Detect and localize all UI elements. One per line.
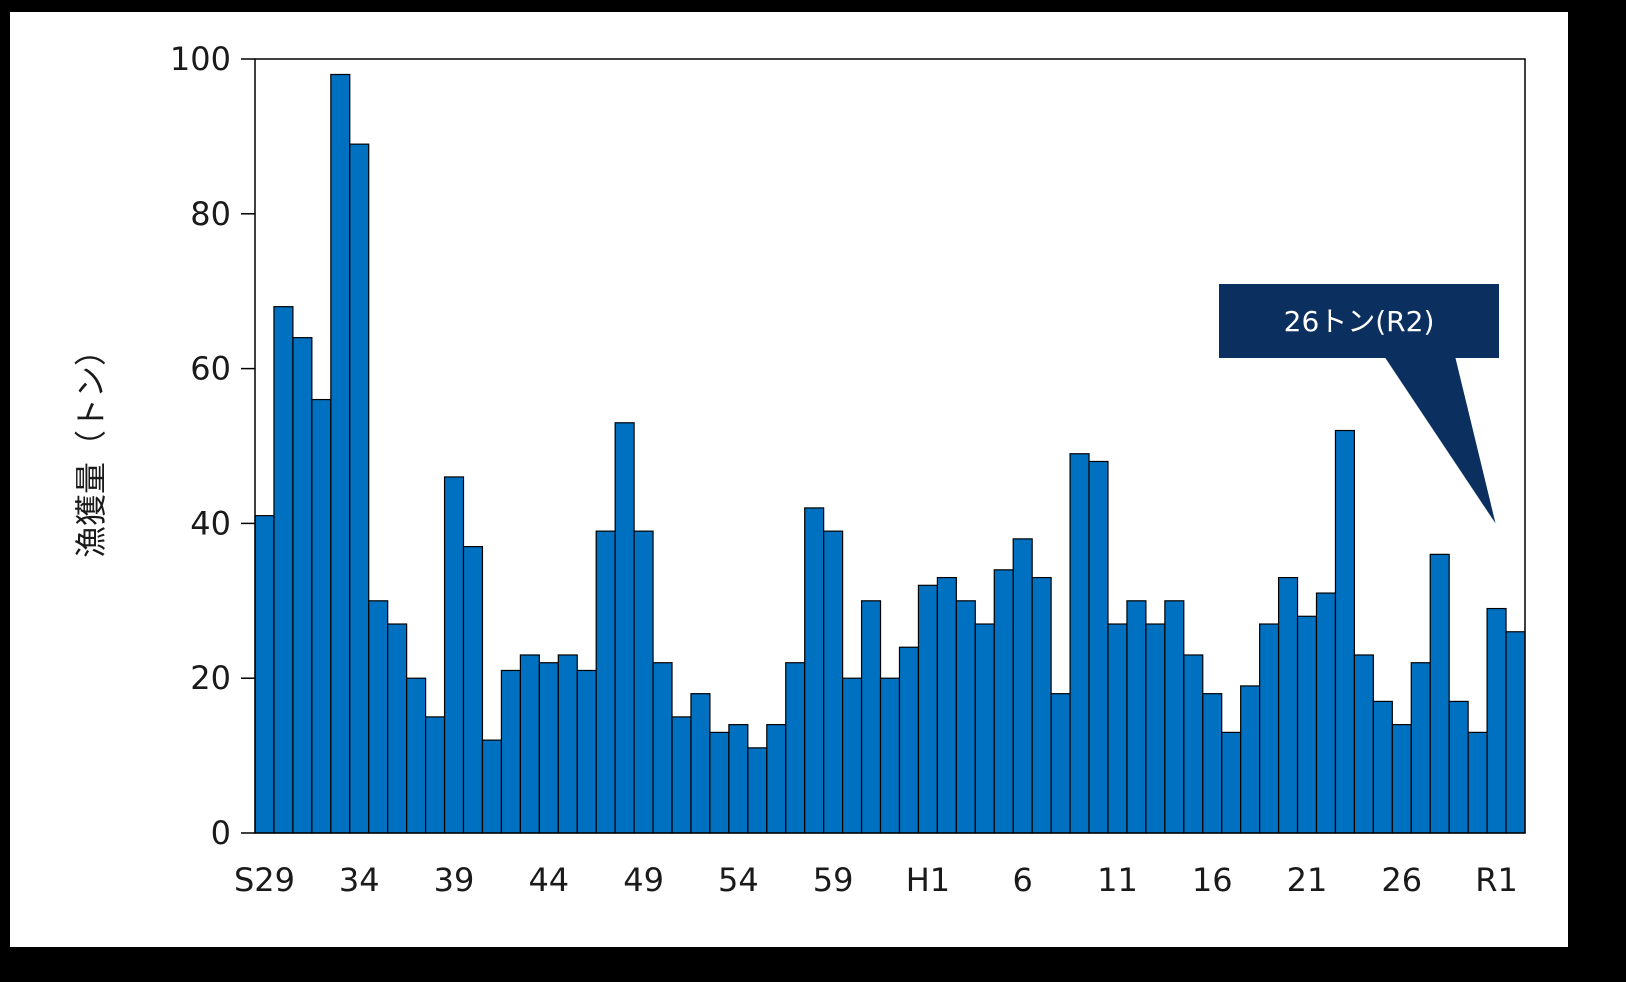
bar-S61 [860, 600, 882, 834]
bar-S54 [728, 724, 749, 834]
x-tick-label: 59 [813, 861, 854, 899]
bar-S39 [443, 476, 465, 834]
bar-H27 [1410, 662, 1431, 834]
y-tick-label: 0 [211, 814, 231, 852]
bar-S29 [254, 515, 275, 834]
annotation-box [1219, 284, 1499, 358]
bar-S33 [330, 73, 351, 834]
bar-H19 [1259, 623, 1280, 834]
x-tick-label: 11 [1097, 861, 1138, 899]
bar-H4 [974, 623, 995, 834]
x-tick-label: 34 [339, 861, 380, 899]
bar-H28 [1429, 553, 1450, 834]
bar-S48 [614, 422, 635, 834]
x-tick-label: 16 [1192, 861, 1233, 899]
bar-S60 [842, 677, 863, 834]
bar-S58 [804, 507, 825, 834]
bar-S34 [349, 143, 370, 834]
bar-H22 [1315, 592, 1337, 834]
bar-S59 [823, 530, 844, 834]
bar-S50 [652, 662, 673, 834]
bar-H8 [1050, 693, 1071, 834]
bar-H11 [1107, 623, 1128, 834]
annotation-text: 26トン(R2) [1284, 305, 1435, 338]
y-tick-label: 60 [190, 350, 231, 388]
bar-S43 [519, 654, 540, 834]
bar-S63 [898, 646, 920, 834]
bar-S56 [766, 724, 787, 834]
x-tick-label: 26 [1381, 861, 1422, 899]
bar-S55 [747, 747, 768, 834]
bar-R1 [1486, 607, 1507, 834]
bar-S47 [595, 530, 616, 834]
plot-area-border [254, 58, 1526, 834]
x-axis: S29 34 39 44 49 54 59 H1 6 11 16 21 26 R1 [234, 861, 1518, 899]
bar-H10 [1088, 460, 1109, 834]
bar-series [254, 73, 1526, 834]
y-axis: 0 20 40 60 80 100 [170, 40, 255, 852]
bar-H3 [955, 600, 976, 834]
bar-S30 [273, 306, 294, 834]
bar-S53 [709, 731, 730, 834]
bar-H26 [1391, 724, 1412, 834]
bar-H25 [1372, 700, 1393, 834]
bar-S40 [462, 546, 484, 834]
bar-H13 [1145, 623, 1166, 834]
x-tick-label: 6 [1013, 861, 1033, 899]
bar-H20 [1277, 576, 1299, 834]
annotation-pointer [1384, 356, 1496, 524]
y-tick-label: 40 [190, 504, 231, 542]
bar-H16 [1202, 693, 1223, 834]
bar-H17 [1221, 731, 1242, 834]
bar-H9 [1069, 453, 1090, 834]
bar-S51 [671, 716, 692, 834]
bar-S52 [690, 693, 711, 834]
x-tick-label: 54 [718, 861, 759, 899]
x-tick-label: 44 [528, 861, 569, 899]
x-tick-label: H1 [906, 861, 950, 899]
catch-bar-chart: 0 20 40 60 80 100 S29 34 39 44 49 54 59 H1 6 11 16 21 26 R… [72, 40, 1526, 899]
bar-H2 [936, 576, 957, 834]
bar-S32 [311, 398, 332, 834]
bar-S42 [500, 669, 521, 834]
chart-panel: 0 20 40 60 80 100 S29 34 39 44 49 54 59 H1 6 11 16 21 26 R… [10, 12, 1568, 947]
y-tick-label: 100 [170, 40, 231, 78]
bar-H6 [1012, 538, 1033, 834]
bar-H29 [1448, 700, 1469, 834]
x-tick-label: 21 [1287, 861, 1328, 899]
bar-S31 [292, 337, 313, 834]
bar-H14 [1164, 600, 1185, 834]
bar-H15 [1183, 654, 1204, 834]
bar-H23 [1334, 429, 1356, 834]
bar-H21 [1296, 615, 1318, 834]
bar-S57 [785, 662, 806, 834]
x-tick-label: 39 [434, 861, 475, 899]
x-tick-label: S29 [234, 861, 295, 899]
bar-H24 [1353, 654, 1374, 834]
bar-H1 [917, 584, 938, 834]
bar-S41 [481, 739, 503, 834]
x-tick-label: 49 [623, 861, 664, 899]
y-tick-label: 20 [190, 659, 231, 697]
bar-H18 [1240, 685, 1261, 834]
bar-S38 [424, 716, 446, 834]
bar-R2 [1505, 631, 1526, 834]
bar-S62 [879, 677, 901, 834]
bar-H30 [1467, 731, 1488, 834]
x-tick-label: R1 [1475, 861, 1518, 899]
bar-H12 [1126, 600, 1147, 834]
bar-S49 [633, 530, 654, 834]
bar-S44 [538, 662, 559, 834]
bar-S37 [406, 677, 427, 834]
y-tick-label: 80 [190, 195, 231, 233]
bar-S46 [576, 669, 597, 834]
bar-S45 [557, 654, 578, 834]
bar-H7 [1031, 576, 1052, 834]
annotation-callout: 26トン(R2) [1219, 284, 1499, 524]
bar-S35 [368, 600, 389, 834]
bar-S36 [387, 623, 408, 834]
bar-H5 [993, 569, 1014, 834]
y-axis-label: 漁獲量（トン） [72, 334, 110, 558]
